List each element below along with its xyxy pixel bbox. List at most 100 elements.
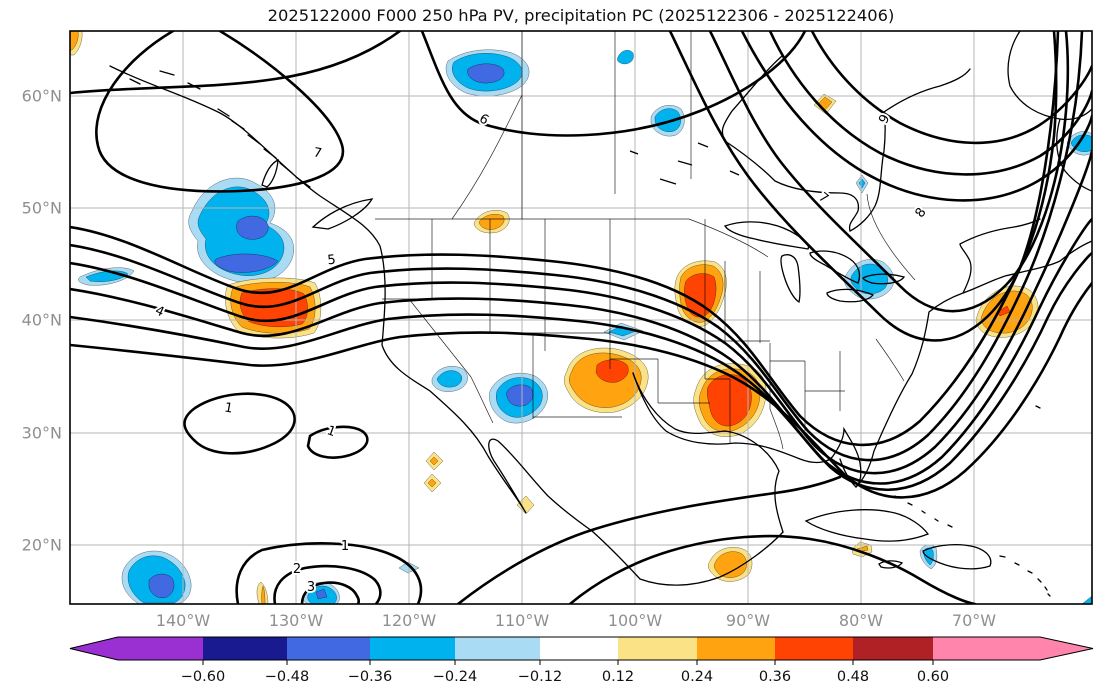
lake-outline — [809, 250, 861, 284]
colorbar-outline — [69, 636, 1094, 661]
colorbar-segment — [697, 637, 775, 660]
colorbar-segment — [540, 637, 618, 660]
colorbar-tick-label: 0.48 — [837, 669, 869, 685]
lon-tick-label: 110°W — [495, 611, 550, 630]
colorbar-tick-label: −0.60 — [181, 669, 225, 685]
colorbar-right-arrow — [933, 637, 1093, 660]
precip-shading-region — [429, 456, 439, 466]
colorbar-left-arrow — [70, 637, 118, 660]
pv-contour — [183, 392, 296, 455]
coastline — [721, 55, 971, 232]
colorbar-segment — [618, 637, 697, 660]
pv-contour — [300, 581, 360, 604]
pv-contour — [420, 31, 807, 137]
lon-tick-label: 80°W — [839, 611, 883, 630]
pv-contour — [668, 31, 1058, 342]
latitude-axis-labels: 60°N 50°N 40°N 30°N 20°N — [22, 87, 62, 555]
precip-shading-region — [236, 215, 269, 240]
lon-tick-label: 130°W — [269, 611, 324, 630]
coastline — [959, 218, 1041, 294]
lon-tick-label: 140°W — [156, 611, 211, 630]
contour-label: 4 — [153, 303, 167, 320]
pv-contour — [70, 251, 1092, 491]
coastline — [855, 240, 1092, 488]
colorbar-tick-label: −0.48 — [265, 669, 309, 685]
pv-contour — [306, 425, 369, 459]
pv-contour — [70, 31, 1084, 462]
colorbar-segment — [455, 637, 540, 660]
lat-tick-label: 40°N — [22, 311, 62, 330]
lat-tick-label: 20°N — [22, 536, 62, 555]
precip-shading-region — [467, 63, 505, 84]
map-frame — [69, 30, 1093, 605]
contour-label: 2 — [293, 562, 301, 577]
precip-shading-region — [261, 585, 266, 604]
colorbar-tick-label: −0.24 — [433, 669, 477, 685]
precip-shading-region — [478, 214, 505, 230]
lat-tick-label: 50°N — [22, 199, 62, 218]
state-border — [470, 376, 494, 424]
precip-shading-region — [516, 495, 535, 515]
longitude-axis-labels: 140°W 130°W 120°W 110°W 100°W 90°W 80°W 70°W — [156, 611, 996, 630]
coastline — [922, 544, 992, 570]
coastline — [632, 372, 784, 533]
precip-shading-region — [214, 253, 279, 273]
colorbar-tick-label: −0.36 — [348, 669, 392, 685]
chart-title: 2025122000 F000 250 hPa PV, precipitatio… — [268, 6, 895, 25]
lon-tick-label: 70°W — [952, 611, 996, 630]
colorbar-segment — [118, 637, 203, 660]
state-border — [866, 193, 916, 281]
latlon-grid-layer — [70, 31, 1092, 604]
pv-contour — [70, 149, 1092, 475]
coastline — [1056, 118, 1092, 192]
colorbar-tick-label: 0.24 — [681, 669, 713, 685]
pv-contour — [273, 564, 382, 604]
precip-shading-region — [315, 588, 328, 600]
lat-tick-label: 60°N — [22, 87, 62, 106]
lake-outline — [629, 142, 740, 185]
colorbar-tick-label: 0.12 — [602, 669, 634, 685]
pv-contour — [70, 31, 402, 95]
precip-shading-region — [923, 547, 934, 566]
colorbar-segment — [853, 637, 933, 660]
precip-shading-region — [850, 263, 888, 295]
contour-label: 1 — [341, 539, 349, 554]
colorbar-segment — [370, 637, 455, 660]
lakes-layer — [629, 142, 906, 304]
pv-contour — [456, 475, 842, 604]
precip-shading-region — [654, 108, 682, 132]
precip-shading-region — [1081, 595, 1092, 604]
state-border — [688, 218, 769, 258]
pv-contour — [70, 31, 1060, 447]
lon-tick-label: 100°W — [608, 611, 663, 630]
precip-shading-region — [506, 384, 534, 407]
precip-shading-region — [714, 551, 747, 578]
contour-label: 1 — [223, 400, 234, 416]
coastline — [804, 509, 930, 542]
contour-label: 7 — [312, 145, 323, 161]
state-border — [875, 338, 905, 382]
precip-shading-region — [148, 573, 175, 599]
state-border — [408, 298, 472, 378]
pv-contour — [810, 31, 1092, 145]
precip-pc-colorbar: −0.60 −0.48 −0.36 −0.24 −0.12 0.12 0.24 0.36 0.4… — [69, 636, 1094, 685]
pv-contour — [70, 217, 1092, 485]
state-border — [769, 408, 784, 450]
contour-label: 5 — [327, 253, 337, 269]
colorbar-tick-label: 0.60 — [917, 669, 949, 685]
pv-contour — [708, 31, 1070, 313]
lake-outline — [826, 288, 875, 303]
precip-shading-region — [427, 478, 437, 488]
colorbar-segment — [287, 637, 370, 660]
contour-label: 3 — [307, 580, 315, 595]
coastline — [261, 158, 279, 188]
pv-contour — [768, 31, 1092, 176]
lon-tick-label: 90°W — [726, 611, 770, 630]
precip-shading-region — [436, 370, 463, 388]
lat-tick-label: 30°N — [22, 424, 62, 443]
precip-shading-region — [617, 49, 634, 65]
state-border — [451, 94, 523, 220]
